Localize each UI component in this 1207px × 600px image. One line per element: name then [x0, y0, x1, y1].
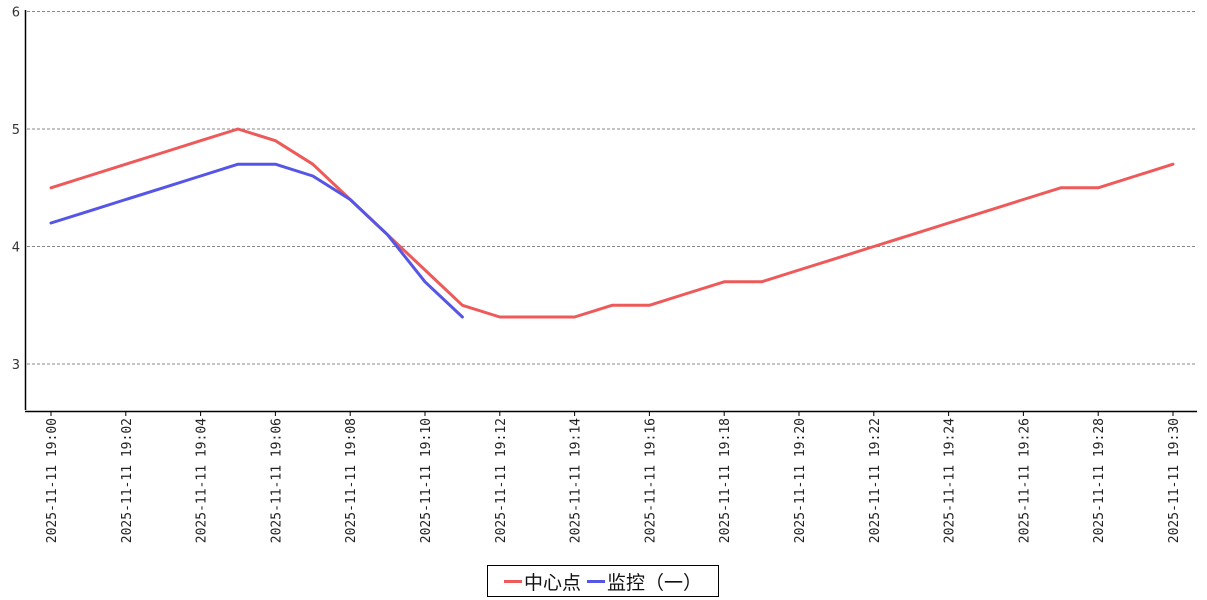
y-tick-label: 3: [12, 358, 20, 373]
legend-swatch-monitor: [587, 579, 605, 583]
x-tick-label: 2025-11-11 19:00: [45, 418, 60, 543]
y-axis-ticks: 3 4 5 6: [12, 6, 20, 374]
legend-label-center: 中心点: [523, 571, 581, 594]
x-tick-label: 2025-11-11 19:06: [269, 418, 284, 543]
x-axis-ticks: 2025-11-11 19:00 2025-11-11 19:02 2025-11-…: [45, 411, 1182, 543]
x-tick-label: 2025-11-11 19:12: [494, 418, 509, 543]
y-tick-label: 6: [12, 6, 20, 21]
x-tick-label: 2025-11-11 19:20: [793, 418, 808, 543]
x-tick-label: 2025-11-11 19:08: [344, 418, 359, 543]
x-tick-label: 2025-11-11 19:28: [1092, 418, 1107, 543]
series-lines: [49, 127, 1175, 319]
y-tick-label: 5: [12, 123, 20, 138]
x-tick-label: 2025-11-11 19:30: [1167, 418, 1182, 543]
y-tick-label: 4: [12, 241, 20, 256]
series-line-monitor: [49, 162, 464, 319]
legend-item-monitor: 监控（一）: [587, 568, 702, 595]
legend-item-center: 中心点: [503, 568, 581, 595]
x-tick-label: 2025-11-11 19:02: [120, 418, 135, 543]
legend: 中心点 监控（一）: [487, 565, 719, 597]
x-tick-label: 2025-11-11 19:16: [643, 418, 658, 543]
x-tick-label: 2025-11-11 19:26: [1017, 418, 1032, 543]
grid-lines: [27, 11, 1197, 365]
x-tick-label: 2025-11-11 19:04: [195, 418, 210, 543]
x-tick-label: 2025-11-11 19:10: [419, 418, 434, 543]
x-tick-label: 2025-11-11 19:22: [868, 418, 883, 543]
legend-swatch-center: [503, 579, 522, 583]
x-tick-label: 2025-11-11 19:18: [718, 418, 733, 543]
x-tick-label: 2025-11-11 19:14: [569, 418, 584, 543]
series-line-center: [49, 127, 1175, 319]
x-tick-label: 2025-11-11 19:24: [943, 418, 958, 543]
legend-label-monitor: 监控（一）: [607, 571, 703, 594]
